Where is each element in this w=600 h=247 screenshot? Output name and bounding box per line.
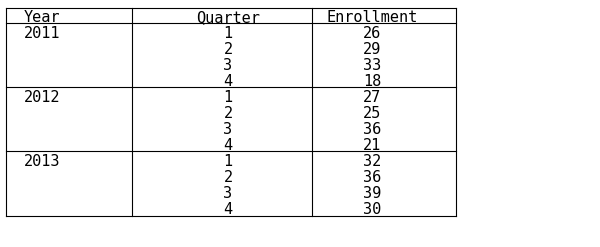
- Text: 26: 26: [363, 26, 381, 41]
- Text: 2: 2: [223, 42, 233, 57]
- Text: 29: 29: [363, 42, 381, 57]
- Text: 33: 33: [363, 58, 381, 73]
- Text: 30: 30: [363, 203, 381, 217]
- Text: 39: 39: [363, 186, 381, 201]
- Text: 1: 1: [223, 154, 233, 169]
- Text: Enrollment: Enrollment: [326, 10, 418, 25]
- Text: 25: 25: [363, 106, 381, 121]
- Text: 2: 2: [223, 170, 233, 185]
- Text: 1: 1: [223, 90, 233, 105]
- Text: 3: 3: [223, 186, 233, 201]
- Text: 2011: 2011: [24, 26, 60, 41]
- Text: 2012: 2012: [24, 90, 60, 105]
- Text: 4: 4: [223, 203, 233, 217]
- Text: Year: Year: [24, 10, 60, 25]
- Text: 27: 27: [363, 90, 381, 105]
- Text: 4: 4: [223, 74, 233, 89]
- Text: 2013: 2013: [24, 154, 60, 169]
- Text: 32: 32: [363, 154, 381, 169]
- Text: 18: 18: [363, 74, 381, 89]
- Text: 4: 4: [223, 138, 233, 153]
- Text: 36: 36: [363, 122, 381, 137]
- Text: 21: 21: [363, 138, 381, 153]
- Text: 3: 3: [223, 58, 233, 73]
- Text: 36: 36: [363, 170, 381, 185]
- Text: Quarter: Quarter: [196, 10, 260, 25]
- Text: 3: 3: [223, 122, 233, 137]
- Text: 2: 2: [223, 106, 233, 121]
- Text: 1: 1: [223, 26, 233, 41]
